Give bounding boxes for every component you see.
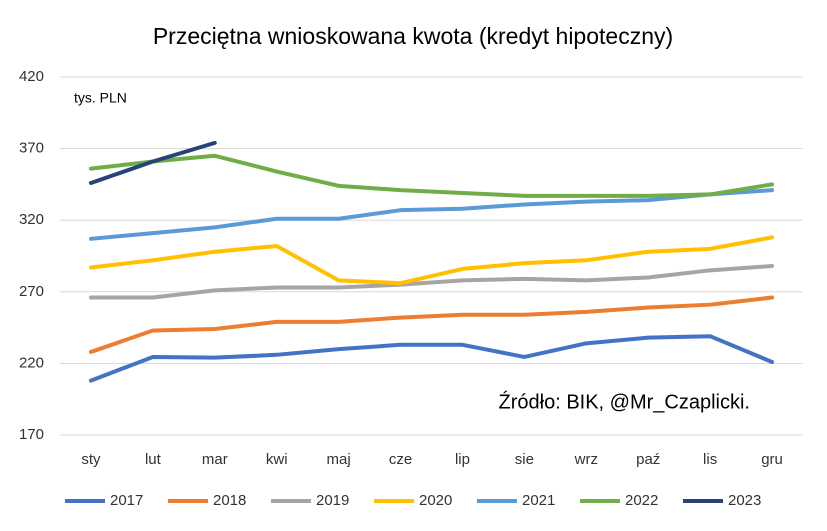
y-tick-label: 170 bbox=[19, 426, 44, 443]
unit-label: tys. PLN bbox=[74, 90, 127, 106]
legend-label: 2022 bbox=[625, 492, 658, 509]
legend-label: 2021 bbox=[522, 492, 555, 509]
x-tick-label: mar bbox=[202, 451, 228, 468]
x-tick-label: gru bbox=[761, 451, 783, 468]
series-line bbox=[88, 235, 775, 286]
x-tick-label: maj bbox=[327, 451, 351, 468]
y-tick-label: 320 bbox=[19, 211, 44, 228]
x-tick-label: cze bbox=[389, 451, 412, 468]
x-tick-label: paź bbox=[636, 451, 660, 468]
source-note: Źródło: BIK, @Mr_Czaplicki. bbox=[499, 390, 750, 413]
series-line bbox=[88, 153, 775, 198]
x-tick-label: sie bbox=[515, 451, 534, 468]
y-tick-label: 370 bbox=[19, 140, 44, 157]
legend-label: 2019 bbox=[316, 492, 349, 509]
chart-title: Przeciętna wnioskowana kwota (kredyt hip… bbox=[153, 23, 673, 49]
x-tick-label: lut bbox=[145, 451, 162, 468]
x-tick-label: lip bbox=[455, 451, 470, 468]
y-tick-label: 270 bbox=[19, 283, 44, 300]
series-line bbox=[88, 188, 775, 241]
series-line bbox=[88, 295, 775, 354]
legend-label: 2023 bbox=[728, 492, 761, 509]
series-line bbox=[88, 264, 775, 300]
x-tick-label: wrz bbox=[574, 451, 598, 468]
x-tick-label: kwi bbox=[266, 451, 288, 468]
x-tick-label: sty bbox=[81, 451, 101, 468]
y-tick-label: 420 bbox=[19, 68, 44, 85]
legend-label: 2018 bbox=[213, 492, 246, 509]
legend-label: 2020 bbox=[419, 492, 452, 509]
series-line bbox=[88, 140, 217, 185]
series-line bbox=[88, 334, 775, 383]
legend-label: 2017 bbox=[110, 492, 143, 509]
x-tick-label: lis bbox=[703, 451, 717, 468]
y-tick-label: 220 bbox=[19, 354, 44, 371]
